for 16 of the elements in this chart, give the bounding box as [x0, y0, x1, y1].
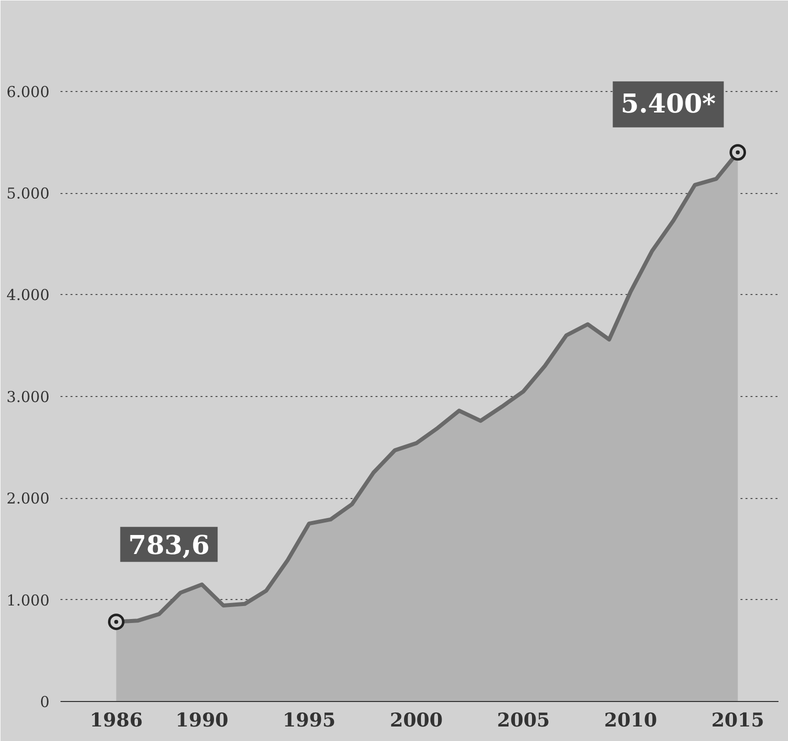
y-tick-label: 0 [40, 693, 50, 711]
y-tick-label: 5.000 [6, 184, 50, 203]
x-tick-label: 1990 [176, 710, 228, 732]
x-tick-label: 2015 [711, 710, 764, 732]
y-tick-label: 1.000 [6, 591, 50, 610]
x-tick-label: 2005 [497, 710, 550, 732]
x-tick-label: 2000 [390, 710, 443, 732]
x-tick-label: 2010 [604, 710, 658, 732]
y-tick-label: 4.000 [6, 286, 50, 304]
y-tick-label: 2.000 [6, 490, 50, 508]
annotation: 783,6 [128, 530, 210, 561]
y-tick-label: 3.000 [6, 388, 50, 406]
annotation: 5.400* [620, 89, 716, 120]
y-tick-label: 6.000 [6, 82, 50, 101]
x-tick-label: 1995 [282, 710, 336, 732]
x-tick-label: 1986 [90, 710, 143, 732]
